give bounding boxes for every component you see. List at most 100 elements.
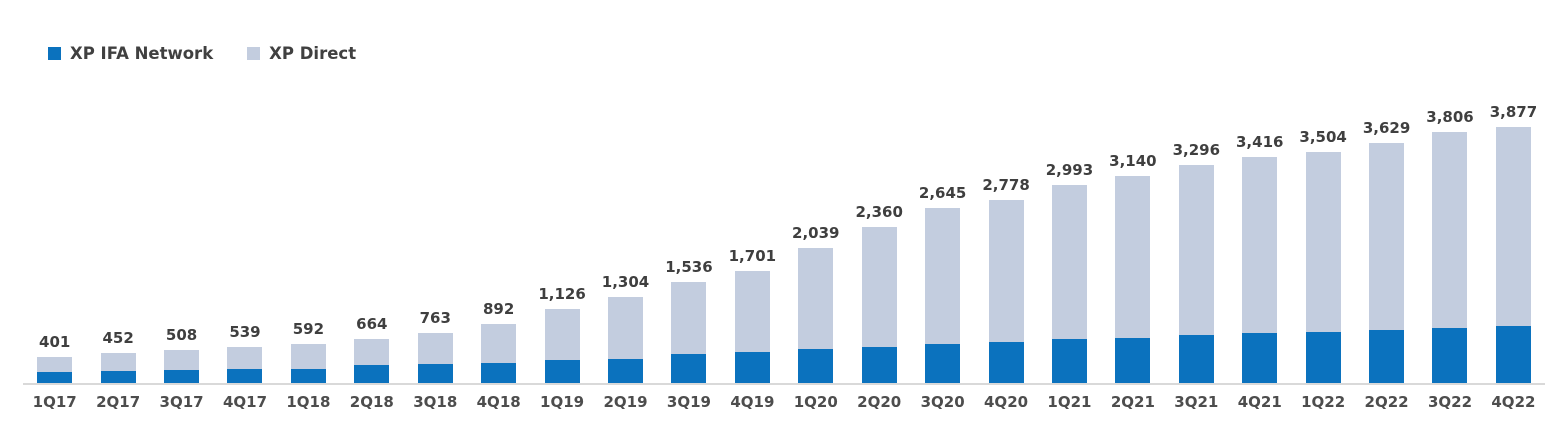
bar-stack[interactable] — [481, 324, 517, 383]
segment-xp-direct[interactable] — [1495, 127, 1531, 326]
segment-xp-direct[interactable] — [1051, 185, 1087, 340]
total-label: 2,645 — [918, 184, 967, 203]
total-label: 452 — [102, 329, 134, 348]
segment-xp-direct[interactable] — [37, 356, 73, 373]
x-tick-label-2Q19: 2Q19 — [603, 393, 648, 411]
segment-xp-ifa-network[interactable] — [861, 346, 897, 383]
x-tick-label-3Q17: 3Q17 — [159, 393, 204, 411]
bar-column-2Q18: 664 — [340, 0, 403, 383]
x-tick-label-3Q19: 3Q19 — [666, 393, 711, 411]
segment-xp-direct[interactable] — [164, 349, 200, 370]
segment-xp-ifa-network[interactable] — [734, 352, 770, 383]
total-label: 763 — [419, 308, 451, 327]
bar-stack[interactable] — [1495, 127, 1531, 383]
bar-stack[interactable] — [608, 296, 643, 383]
segment-xp-direct[interactable] — [417, 332, 453, 365]
segment-xp-ifa-network[interactable] — [1051, 339, 1087, 383]
legend-item-xp-ifa-network[interactable]: XP IFA Network — [48, 44, 213, 63]
total-label: 1,126 — [538, 284, 586, 303]
segment-xp-direct[interactable] — [798, 248, 834, 350]
segment-xp-ifa-network[interactable] — [100, 370, 136, 383]
segment-xp-ifa-network[interactable] — [417, 364, 453, 383]
bar-stack[interactable] — [734, 270, 770, 383]
bar-stack[interactable] — [1051, 185, 1087, 383]
segment-xp-direct[interactable] — [671, 281, 707, 355]
segment-xp-direct[interactable] — [861, 227, 897, 347]
total-label: 3,296 — [1172, 141, 1221, 160]
segment-xp-direct[interactable] — [1242, 157, 1278, 334]
bar-stack[interactable] — [1242, 157, 1278, 383]
bar-stack[interactable] — [925, 208, 961, 383]
x-axis-tick-labels: 1Q17 2Q17 3Q17 4Q17 1Q18 2Q18 3Q18 4Q18 1Q19 2Q19… — [23, 392, 1545, 412]
bar-column-3Q22: 3,806 — [1418, 0, 1481, 383]
bar-stack[interactable] — [1432, 131, 1468, 383]
segment-xp-direct[interactable] — [481, 324, 517, 363]
bar-stack[interactable] — [544, 308, 580, 383]
segment-xp-ifa-network[interactable] — [1305, 331, 1341, 383]
bar-stack[interactable] — [164, 349, 200, 383]
segment-xp-direct[interactable] — [925, 208, 961, 345]
segment-xp-direct[interactable] — [1115, 175, 1151, 338]
bar-stack[interactable] — [671, 281, 707, 383]
segment-xp-ifa-network[interactable] — [227, 369, 263, 383]
bar-stack[interactable] — [1178, 165, 1214, 383]
bar-stack[interactable] — [1115, 175, 1151, 383]
total-label: 3,629 — [1362, 119, 1411, 138]
segment-xp-ifa-network[interactable] — [37, 372, 73, 383]
total-label: 1,536 — [665, 257, 713, 276]
segment-xp-ifa-network[interactable] — [290, 368, 326, 383]
segment-xp-direct[interactable] — [734, 270, 770, 352]
segment-xp-direct[interactable] — [1305, 151, 1341, 332]
bar-column-1Q22: 3,504 — [1291, 0, 1354, 383]
segment-xp-ifa-network[interactable] — [1369, 330, 1405, 383]
segment-xp-direct[interactable] — [1369, 143, 1405, 331]
segment-xp-direct[interactable] — [100, 353, 136, 371]
bar-stack[interactable] — [290, 343, 326, 383]
segment-xp-direct[interactable] — [608, 296, 643, 359]
segment-xp-ifa-network[interactable] — [1178, 334, 1214, 383]
segment-xp-ifa-network[interactable] — [354, 365, 390, 383]
x-tick-label-2Q22: 2Q22 — [1364, 393, 1409, 411]
legend-item-xp-direct[interactable]: XP Direct — [247, 44, 356, 63]
bar-stack[interactable] — [798, 248, 834, 383]
bar-stack[interactable] — [227, 347, 263, 383]
segment-xp-ifa-network[interactable] — [1242, 333, 1278, 383]
total-label: 3,504 — [1299, 127, 1347, 146]
bar-stack[interactable] — [354, 339, 390, 383]
bar-stack[interactable] — [417, 332, 453, 383]
segment-xp-ifa-network[interactable] — [164, 369, 200, 383]
bar-column-3Q21: 3,296 — [1165, 0, 1228, 383]
segment-xp-direct[interactable] — [354, 339, 390, 366]
segment-xp-direct[interactable] — [988, 199, 1024, 343]
segment-xp-direct[interactable] — [1432, 131, 1468, 329]
bar-stack[interactable] — [100, 353, 136, 383]
bar-stack[interactable] — [861, 227, 897, 383]
bar-stack[interactable] — [1305, 151, 1341, 383]
segment-xp-ifa-network[interactable] — [798, 349, 834, 383]
bar-stack[interactable] — [1369, 143, 1405, 383]
bar-column-4Q20: 2,778 — [974, 0, 1037, 383]
segment-xp-direct[interactable] — [290, 343, 326, 369]
bar-stack[interactable] — [988, 199, 1024, 383]
segment-xp-ifa-network[interactable] — [481, 362, 517, 383]
segment-xp-ifa-network[interactable] — [671, 354, 707, 383]
bar-column-4Q18: 892 — [467, 0, 530, 383]
segment-xp-ifa-network[interactable] — [544, 360, 580, 383]
segment-xp-ifa-network[interactable] — [1495, 325, 1531, 383]
total-label: 3,806 — [1426, 107, 1474, 126]
segment-xp-ifa-network[interactable] — [1115, 337, 1151, 383]
segment-xp-ifa-network[interactable] — [925, 344, 961, 383]
x-tick-label-4Q21: 4Q21 — [1237, 393, 1282, 411]
segment-xp-direct[interactable] — [544, 308, 580, 361]
segment-xp-direct[interactable] — [227, 347, 263, 370]
bar-stack[interactable] — [37, 356, 73, 383]
bar-column-1Q18: 592 — [277, 0, 340, 383]
legend: XP IFA Network XP Direct — [48, 44, 356, 63]
segment-xp-ifa-network[interactable] — [1432, 328, 1468, 383]
bar-column-3Q18: 763 — [404, 0, 467, 383]
segment-xp-ifa-network[interactable] — [608, 358, 643, 383]
segment-xp-direct[interactable] — [1178, 165, 1214, 335]
segment-xp-ifa-network[interactable] — [988, 342, 1024, 383]
xp-direct-swatch-icon — [247, 47, 261, 60]
